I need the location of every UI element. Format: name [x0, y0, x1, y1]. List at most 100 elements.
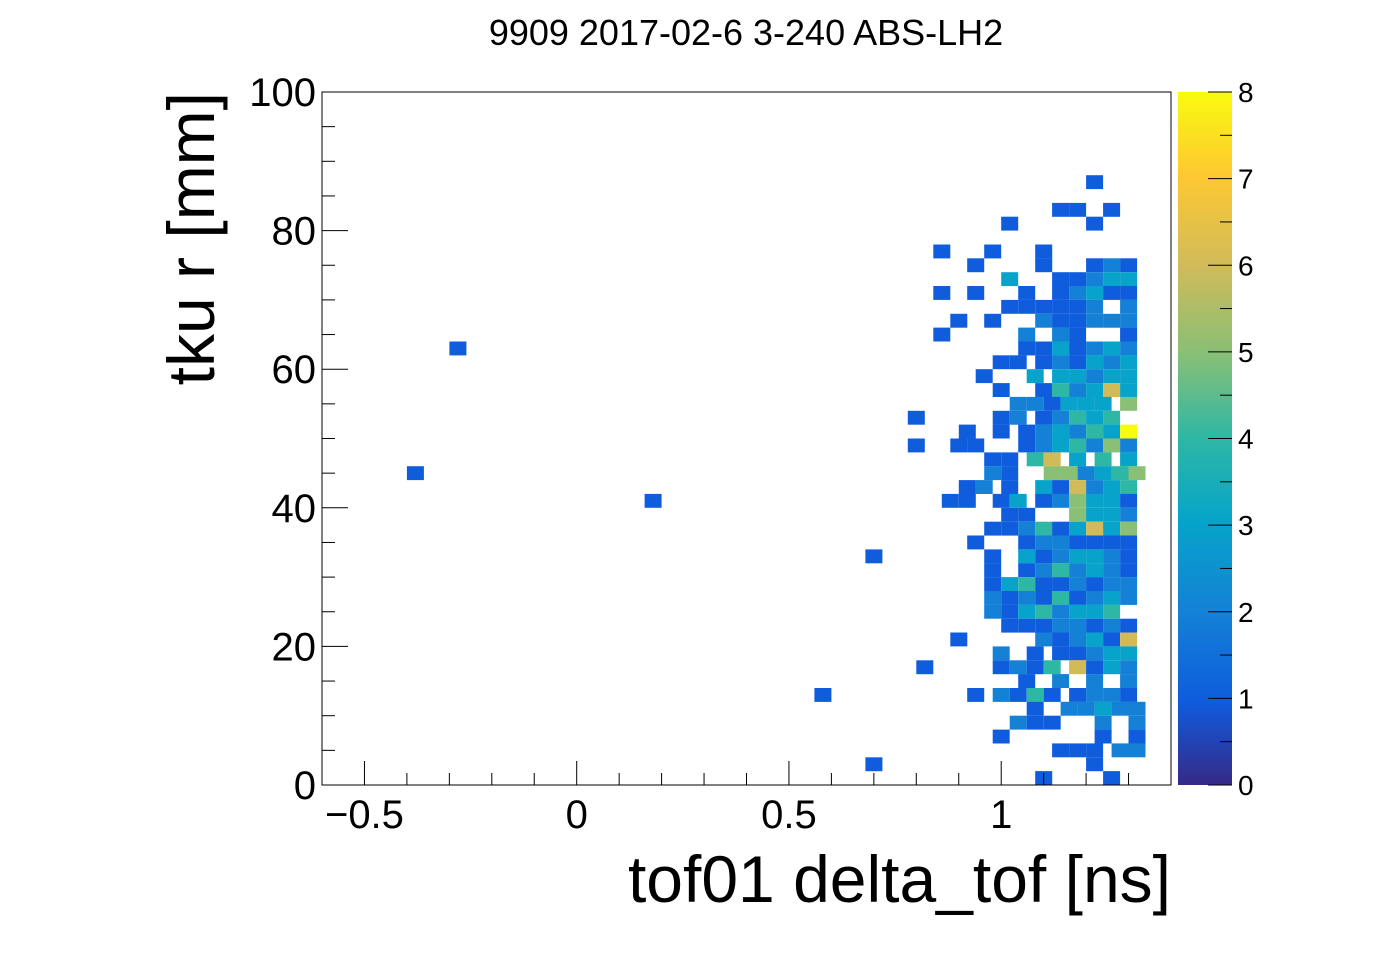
heatmap-cell-259	[1060, 701, 1078, 716]
heatmap-cell-201	[1069, 591, 1087, 605]
heatmap-cell-166	[1069, 535, 1087, 550]
heatmap-cell-0	[1086, 175, 1104, 190]
heatmap-cell-41	[1103, 313, 1121, 328]
heatmap-cell-171	[984, 549, 1002, 564]
heatmap-cell-281	[449, 341, 467, 356]
heatmap-cell-185	[1103, 563, 1121, 578]
heatmap-cell-244	[1018, 674, 1036, 688]
heatmap-cell-123	[1077, 466, 1095, 481]
heatmap-cell-4	[1001, 216, 1019, 231]
heatmap-cell-137	[941, 493, 959, 508]
heatmap-cell-254	[1069, 688, 1087, 702]
heatmap-cell-271	[1128, 729, 1146, 744]
y-tick-label: 20	[272, 625, 317, 669]
heatmap-cell-15	[1052, 272, 1070, 287]
heatmap-cell-74	[1086, 383, 1104, 397]
heatmap-cell-79	[1043, 396, 1061, 411]
heatmap-cell-135	[1120, 480, 1138, 494]
heatmap-cell-97	[1069, 424, 1087, 439]
y-tick-label: 60	[272, 348, 317, 392]
heatmap-cell-194	[1103, 577, 1121, 591]
heatmap-cell-86	[1009, 410, 1027, 425]
heatmap-cell-91	[1103, 410, 1121, 425]
heatmap-cell-275	[1111, 743, 1129, 758]
heatmap-cell-68	[1103, 369, 1121, 384]
heatmap-cell-130	[1035, 480, 1053, 494]
heatmap-cell-218	[1086, 618, 1104, 633]
heatmap-cell-155	[1018, 521, 1036, 536]
heatmap-cell-57	[1035, 355, 1053, 370]
heatmap-cell-153	[984, 521, 1002, 536]
heatmap-cell-60	[1086, 355, 1104, 370]
heatmap-cell-33	[1086, 299, 1104, 314]
heatmap-cell-229	[1026, 646, 1044, 661]
colorbar-tick-label: 8	[1238, 77, 1254, 108]
heatmap-cell-209	[1052, 604, 1070, 619]
heatmap-cell-228	[992, 646, 1010, 661]
heatmap-cell-138	[958, 493, 976, 508]
heatmap-cell-22	[1018, 286, 1036, 300]
heatmap-cell-203	[1103, 591, 1121, 605]
heatmap-cell-221	[950, 632, 968, 647]
heatmap-cell-165	[1052, 535, 1070, 550]
heatmap-cell-23	[1052, 286, 1070, 300]
heatmap-cell-51	[1069, 341, 1087, 356]
heatmap-cell-126	[1128, 466, 1146, 481]
heatmap-cell-5	[1086, 216, 1104, 231]
heatmap-cell-178	[1120, 549, 1138, 564]
heatmap-cell-255	[1086, 688, 1104, 702]
heatmap-cell-48	[1018, 341, 1036, 356]
heatmap-cell-116	[1094, 452, 1112, 467]
heatmap-cell-29	[1018, 299, 1036, 314]
y-tick-label: 40	[272, 487, 317, 531]
heatmap-cell-156	[1035, 521, 1053, 536]
heatmap-cell-272	[1052, 743, 1070, 758]
heatmap-cell-249	[967, 688, 985, 702]
heatmap-cell-61	[1103, 355, 1121, 370]
heatmap-cell-55	[992, 355, 1010, 370]
heatmap-cell-104	[1018, 438, 1036, 453]
heatmap-cell-264	[1009, 715, 1027, 730]
heatmap-cell-72	[1052, 383, 1070, 397]
heatmap-cell-151	[1103, 507, 1121, 522]
heatmap-cell-273	[1069, 743, 1087, 758]
colorbar-tick-label: 0	[1238, 770, 1254, 801]
heatmap-cell-21	[967, 286, 985, 300]
heatmap-cell-101	[907, 438, 925, 453]
heatmap-cell-129	[1001, 480, 1019, 494]
heatmap-cell-150	[1086, 507, 1104, 522]
heatmap-cell-182	[1052, 563, 1070, 578]
heatmap-cell-114	[1043, 452, 1061, 467]
heatmap-cell-2	[1052, 202, 1070, 217]
colorbar-tick-label: 5	[1238, 337, 1254, 368]
heatmap-cell-102	[950, 438, 968, 453]
heatmap-cell-204	[1120, 591, 1138, 605]
heatmap-cell-39	[1069, 313, 1087, 328]
heatmap-cell-18	[1103, 272, 1121, 287]
y-tick-label: 100	[249, 71, 316, 115]
heatmap-cell-280	[1103, 771, 1121, 785]
heatmap-cell-12	[1103, 258, 1121, 273]
heatmap-cell-252	[1026, 688, 1044, 702]
heatmap-cell-145	[1103, 493, 1121, 508]
heatmap-cell-235	[916, 660, 934, 675]
heatmap-cell-20	[933, 286, 951, 300]
heatmap-cell-168	[1103, 535, 1121, 550]
x-tick-label: 0.5	[761, 793, 817, 837]
heatmap-cell-103	[967, 438, 985, 453]
heatmap-cell-157	[1052, 521, 1070, 536]
heatmap-cell-71	[1035, 383, 1053, 397]
heatmap-cell-83	[1120, 396, 1138, 411]
heatmap-cell-66	[1069, 369, 1087, 384]
heatmap-cell-232	[1086, 646, 1104, 661]
heatmap-cell-236	[992, 660, 1010, 675]
heatmap-cell-227	[1120, 632, 1138, 647]
heatmap-cell-193	[1086, 577, 1104, 591]
x-tick-label: −0.5	[325, 793, 404, 837]
heatmap-cell-222	[1035, 632, 1053, 647]
heatmap-cell-190	[1035, 577, 1053, 591]
heatmap-cell-161	[1120, 521, 1138, 536]
heatmap-cell-213	[1001, 618, 1019, 633]
heatmap-cell-177	[1103, 549, 1121, 564]
